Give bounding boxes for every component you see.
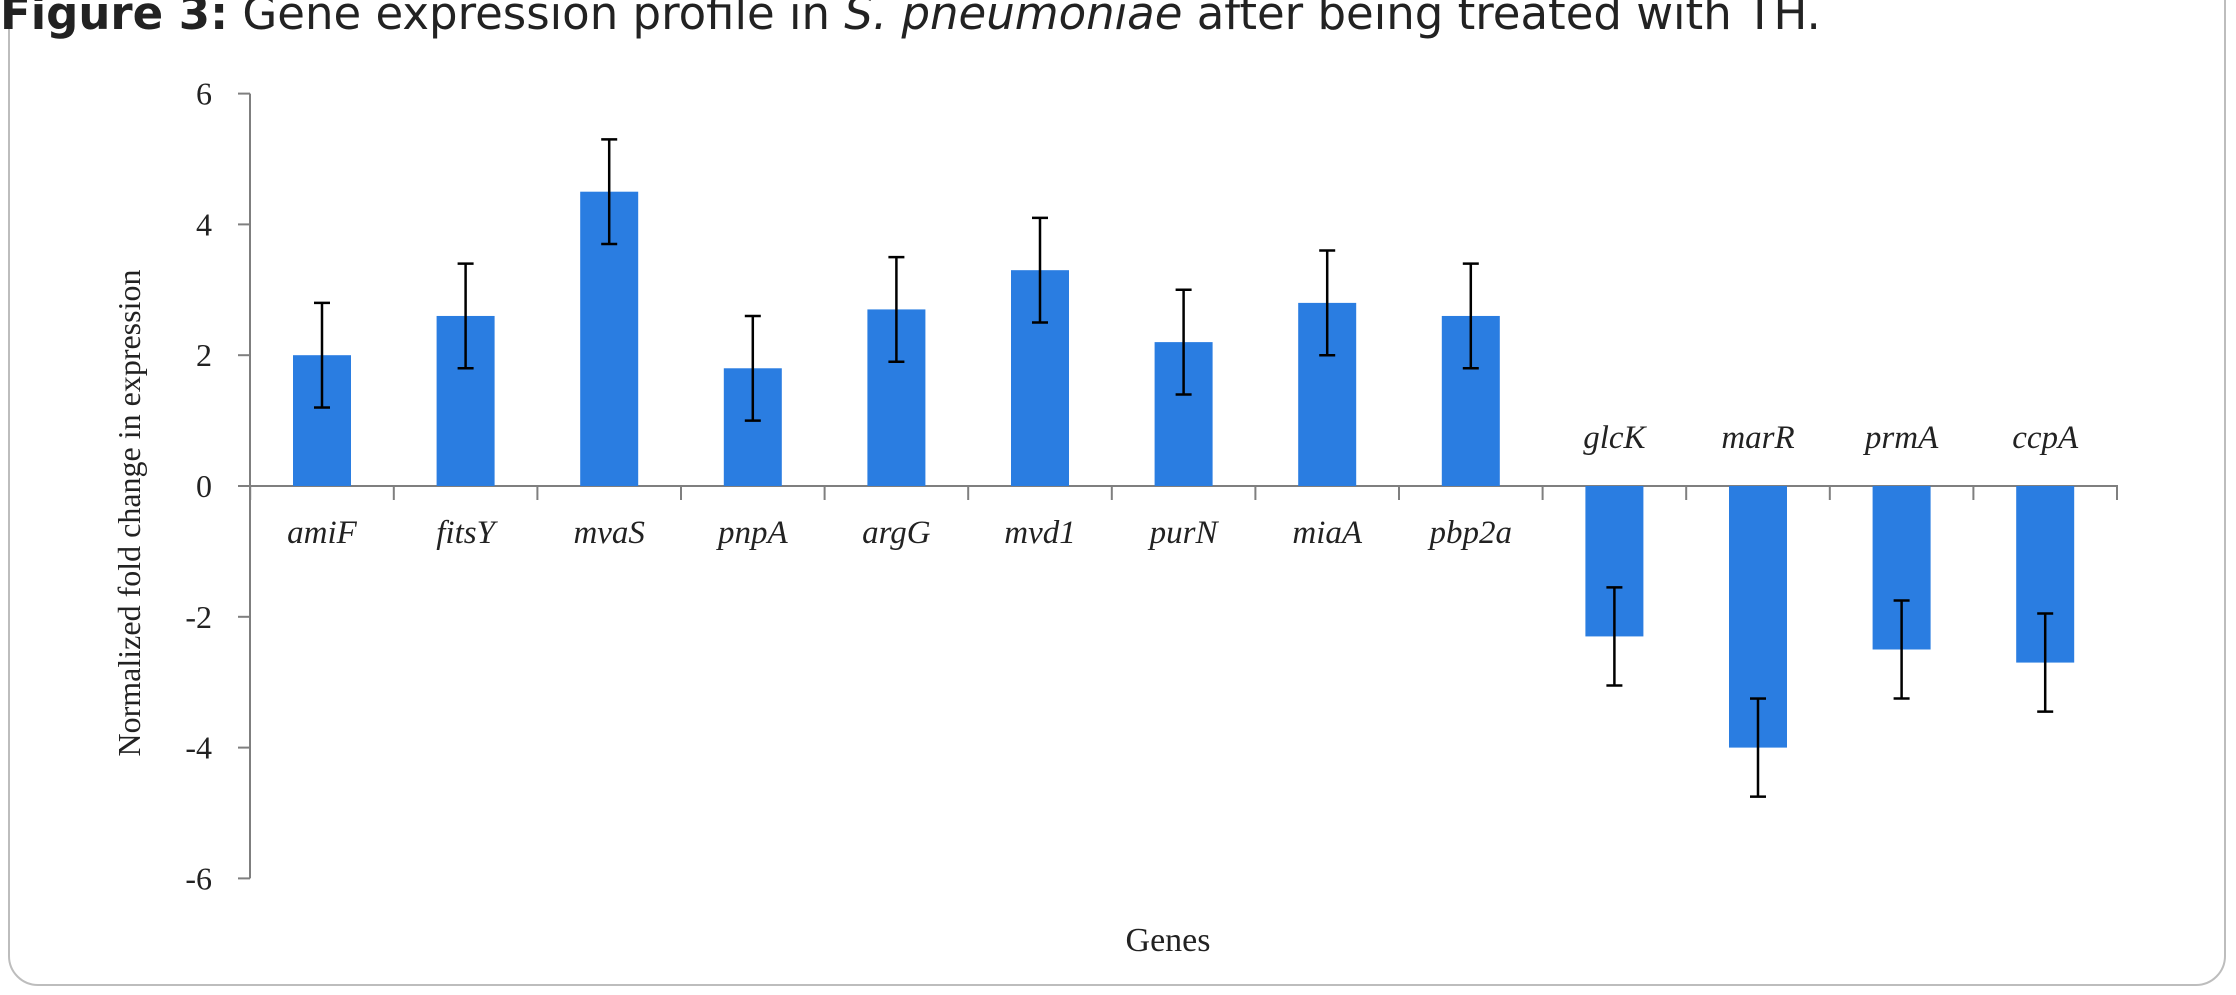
- y-tick-label: -6: [185, 860, 212, 896]
- figure-frame: [8, 0, 2226, 986]
- y-axis: 6 4 2 0 -2 -4 -6: [185, 76, 251, 896]
- y-tick-label: 2: [196, 337, 212, 373]
- caption-species: S. pneumoniae: [844, 0, 1183, 40]
- category-label: pbp2a: [1428, 515, 1513, 551]
- caption-text-after: after being treated with TH.: [1182, 0, 1821, 40]
- bars: [293, 191, 2075, 748]
- category-label: pnpA: [716, 515, 789, 551]
- x-axis: [249, 485, 2118, 500]
- category-labels: amiF fitsY mvaS pnpA argG mvd1 purN miaA pbp2a gl…: [287, 420, 2079, 551]
- category-label: glcK: [1583, 420, 1647, 456]
- category-label: mvaS: [573, 515, 644, 551]
- category-label: prmA: [1863, 420, 1939, 456]
- category-label: marR: [1721, 420, 1794, 456]
- figure-label: Figure 3:: [0, 0, 229, 40]
- category-label: mvd1: [1004, 515, 1075, 551]
- y-tick-label: 6: [196, 76, 212, 112]
- figure-caption: Figure 3: Gene expression profile in S. …: [0, 0, 1821, 40]
- y-tick-label: -4: [185, 730, 212, 766]
- category-label: miaA: [1292, 515, 1363, 551]
- category-label: ccpA: [2012, 420, 2079, 456]
- y-axis-label: Normalized fold change in expression: [111, 270, 147, 757]
- category-label: purN: [1148, 515, 1220, 551]
- y-tick-label: 4: [196, 206, 212, 242]
- error-bars: [314, 138, 2054, 798]
- y-tick-label: -2: [185, 599, 212, 635]
- category-label: argG: [862, 515, 931, 551]
- category-label: fitsY: [436, 515, 498, 551]
- x-axis-label: Genes: [1126, 922, 1211, 959]
- y-tick-label: 0: [196, 468, 212, 504]
- category-label: amiF: [287, 515, 358, 551]
- caption-text-before: Gene expression profile in: [242, 0, 845, 40]
